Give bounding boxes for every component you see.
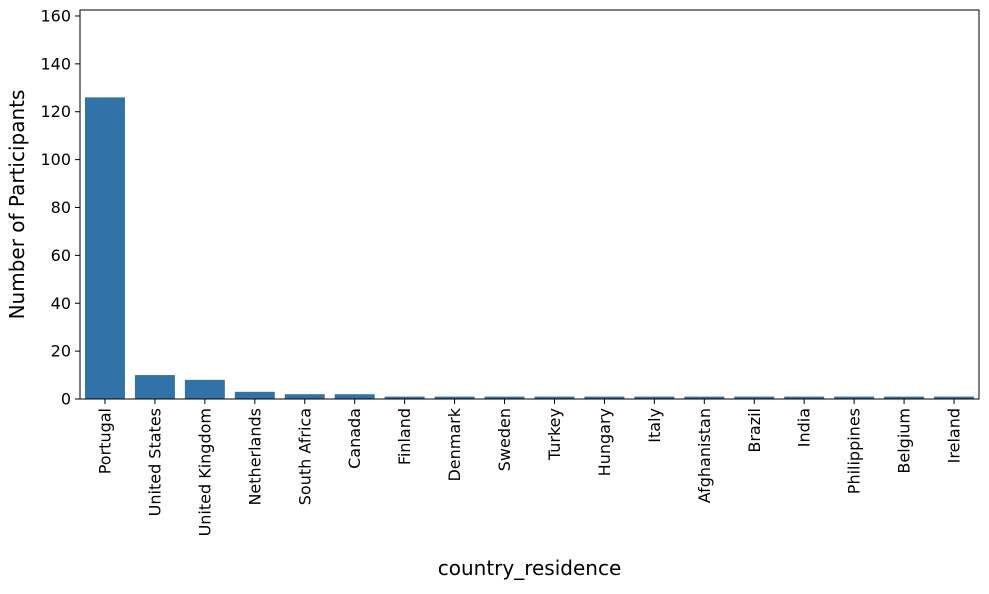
x-axis-label: country_residence xyxy=(438,556,622,580)
x-tick-label: Brazil xyxy=(745,408,764,453)
bar-portugal xyxy=(84,97,125,399)
bar-canada xyxy=(334,394,375,399)
x-tick-label: Italy xyxy=(645,408,664,443)
y-tick-label: 140 xyxy=(40,54,71,73)
bar-united-kingdom xyxy=(184,379,225,399)
x-tick-label: Philippines xyxy=(845,408,864,494)
bar-india xyxy=(784,396,825,399)
bars-group xyxy=(84,97,975,399)
x-tick-label: Turkey xyxy=(545,408,564,461)
y-tick-label: 20 xyxy=(51,342,71,361)
x-tick-label: Ireland xyxy=(945,408,964,463)
bar-sweden xyxy=(484,396,525,399)
plot-frame xyxy=(79,9,980,400)
y-tick-label: 100 xyxy=(40,150,71,169)
x-tick-label: United Kingdom xyxy=(195,408,214,536)
bar-philippines xyxy=(834,396,875,399)
bar-south-africa xyxy=(284,394,325,399)
bar-denmark xyxy=(434,396,475,399)
bar-belgium xyxy=(884,396,925,399)
x-tick-label: Hungary xyxy=(595,408,614,476)
bar-hungary xyxy=(584,396,625,399)
bar-afghanistan xyxy=(684,396,725,399)
y-tick-label: 160 xyxy=(40,6,71,25)
bar-turkey xyxy=(534,396,575,399)
bar-netherlands xyxy=(234,391,275,399)
x-tick-label: Portugal xyxy=(95,408,114,474)
bar-ireland xyxy=(934,396,975,399)
y-tick-label: 80 xyxy=(51,198,71,217)
y-axis: 0 20 40 60 80 100 120 140 160 xyxy=(40,6,80,409)
y-tick-label: 40 xyxy=(51,294,71,313)
bar-finland xyxy=(384,396,425,399)
x-tick-label: Finland xyxy=(395,408,414,465)
bar-brazil xyxy=(734,396,775,399)
y-tick-label: 120 xyxy=(40,102,71,121)
x-tick-label: Belgium xyxy=(895,408,914,474)
x-tick-label: India xyxy=(795,408,814,447)
y-tick-label: 0 xyxy=(61,390,71,409)
x-axis: Portugal United States United Kingdom Nethe… xyxy=(95,399,964,536)
x-tick-label: Afghanistan xyxy=(695,408,714,503)
bar-italy xyxy=(634,396,675,399)
x-tick-label: Canada xyxy=(345,408,364,469)
bar-united-states xyxy=(134,375,175,399)
y-axis-label: Number of Participants xyxy=(5,90,29,320)
x-tick-label: Netherlands xyxy=(245,408,264,506)
x-tick-label: Sweden xyxy=(495,408,514,471)
x-tick-label: Denmark xyxy=(445,407,464,481)
x-tick-label: United States xyxy=(145,408,164,516)
y-tick-label: 60 xyxy=(51,246,71,265)
x-tick-label: South Africa xyxy=(295,408,314,505)
